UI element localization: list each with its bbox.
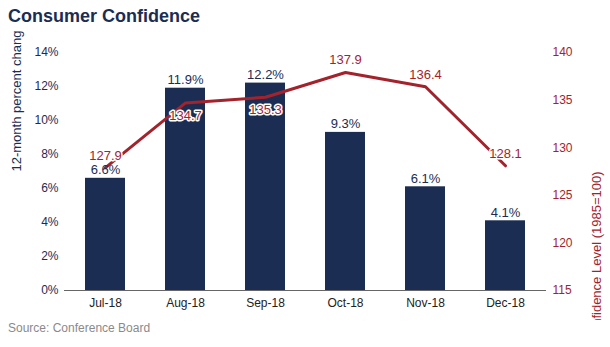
svg-text:125: 125 <box>553 188 573 202</box>
svg-text:2%: 2% <box>41 249 59 263</box>
svg-text:12%: 12% <box>34 79 58 93</box>
svg-text:9.3%: 9.3% <box>331 116 361 131</box>
svg-text:6.6%: 6.6% <box>91 162 121 177</box>
svg-text:4%: 4% <box>41 215 59 229</box>
html-text:Consumer Confidence: Consumer Confidence <box>8 6 200 26</box>
svg-text:10%: 10% <box>34 113 58 127</box>
svg-text:134.7: 134.7 <box>169 108 202 123</box>
html-text:Source: Conference Board: Source: Conference Board <box>8 321 151 335</box>
svg-text:127.9: 127.9 <box>89 148 122 163</box>
svg-text:Jul-18: Jul-18 <box>89 296 122 310</box>
svg-text:6%: 6% <box>41 181 59 195</box>
svg-text:11.9%: 11.9% <box>168 72 204 87</box>
svg-text:Oct-18: Oct-18 <box>327 296 363 310</box>
svg-text:Confidence Level (1985=100): Confidence Level (1985=100) <box>589 172 604 321</box>
svg-text:14%: 14% <box>34 45 58 59</box>
svg-text:137.9: 137.9 <box>329 52 362 67</box>
svg-text:130: 130 <box>553 141 573 155</box>
svg-text:6.1%: 6.1% <box>411 171 441 186</box>
svg-text:12.2%: 12.2% <box>247 67 284 82</box>
svg-text:115: 115 <box>553 283 572 297</box>
svg-text:12-month percent change: 12-month percent change <box>9 30 24 172</box>
svg-text:136.4: 136.4 <box>409 67 442 82</box>
svg-text:Dec-18: Dec-18 <box>486 296 525 310</box>
svg-text:Sep-18: Sep-18 <box>246 296 285 310</box>
svg-text:135: 135 <box>553 93 573 107</box>
svg-text:8%: 8% <box>41 147 59 161</box>
svg-text:128.1: 128.1 <box>489 146 522 161</box>
svg-text:0%: 0% <box>41 283 59 297</box>
svg-text:120: 120 <box>553 236 573 250</box>
svg-text:Aug-18: Aug-18 <box>166 296 205 310</box>
svg-text:135.3: 135.3 <box>249 102 282 117</box>
svg-text:140: 140 <box>553 45 573 59</box>
svg-text:Nov-18: Nov-18 <box>406 296 445 310</box>
svg-text:4.1%: 4.1% <box>491 205 521 220</box>
